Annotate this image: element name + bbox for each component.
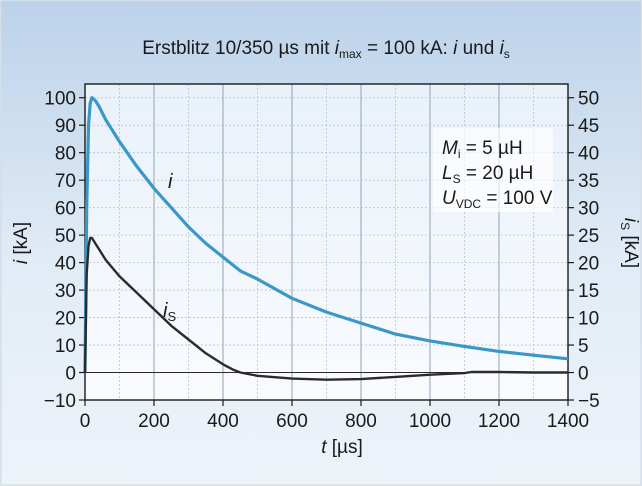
title-prefix: Erstblitz 10/350 µs mit bbox=[142, 38, 335, 59]
title-is-subscript: s bbox=[504, 47, 510, 61]
y-left-tick-label: 30 bbox=[55, 281, 76, 302]
y-right-tick-label: 25 bbox=[578, 226, 599, 247]
y-left-tick-label: −10 bbox=[44, 391, 76, 412]
x-tick-label: 800 bbox=[345, 411, 377, 432]
y-right-tick-label: 50 bbox=[578, 89, 599, 110]
y-left-tick-label: 0 bbox=[65, 364, 76, 385]
x-axis-unit: [µs] bbox=[326, 437, 362, 458]
title-i-symbol: i bbox=[335, 38, 340, 59]
y-left-tick-label: 10 bbox=[55, 336, 76, 357]
x-tick-label: 1000 bbox=[409, 411, 451, 432]
y-left-tick-label: 80 bbox=[55, 144, 76, 165]
y-right-tick-label: 45 bbox=[578, 116, 599, 137]
y-left-tick-label: 90 bbox=[55, 116, 76, 137]
series-is-symbol: i bbox=[163, 300, 168, 322]
y-right-tick-label: 10 bbox=[578, 309, 599, 330]
y-left-symbol: i bbox=[11, 259, 32, 264]
y-right-axis-label: iS [kA] bbox=[618, 218, 641, 268]
param-mi: Mi = 5 µH bbox=[442, 138, 523, 161]
x-tick-label: 400 bbox=[207, 411, 239, 432]
y-right-tick-label: 0 bbox=[578, 364, 589, 385]
y-right-unit: [kA] bbox=[620, 230, 641, 268]
param-ls-symbol: L bbox=[442, 163, 453, 184]
y-left-tick-label: 60 bbox=[55, 199, 76, 220]
x-tick-labels: 0 200 400 600 800 1000 1200 1400 bbox=[80, 400, 589, 432]
param-uvdc-subscript: VDC bbox=[456, 197, 482, 211]
title-i2: i bbox=[453, 38, 458, 59]
y-right-tick-label: 30 bbox=[578, 199, 599, 220]
series-is-line bbox=[83, 236, 568, 381]
param-mi-subscript: i bbox=[458, 147, 461, 161]
param-ls-value: = 20 µH bbox=[461, 163, 534, 184]
chart-title: Erstblitz 10/350 µs mit imax = 100 kA: i… bbox=[142, 38, 510, 61]
y-right-tick-label: 5 bbox=[578, 336, 589, 357]
param-ls: LS = 20 µH bbox=[442, 163, 533, 186]
title-mid: = 100 kA: bbox=[362, 38, 453, 59]
x-tick-label: 1200 bbox=[478, 411, 520, 432]
y-left-tick-label: 40 bbox=[55, 254, 76, 275]
param-uvdc-symbol: U bbox=[442, 188, 456, 209]
x-tick-label: 600 bbox=[276, 411, 308, 432]
series-is-subscript: S bbox=[167, 309, 176, 324]
y-right-subscript: S bbox=[618, 222, 632, 230]
x-tick-label: 200 bbox=[138, 411, 170, 432]
parameter-box: Mi = 5 µH LS = 20 µH UVDC = 100 V bbox=[433, 128, 553, 212]
y-right-tick-label: 20 bbox=[578, 254, 599, 275]
x-axis-symbol: t bbox=[321, 437, 327, 458]
y-right-tick-label: 15 bbox=[578, 281, 599, 302]
y-left-tick-label: 100 bbox=[44, 89, 76, 110]
series-is-label: iS bbox=[163, 300, 176, 324]
param-mi-value: = 5 µH bbox=[461, 138, 523, 159]
x-tick-label: 0 bbox=[80, 411, 91, 432]
y-right-tick-label: −5 bbox=[578, 391, 600, 412]
param-mi-symbol: M bbox=[442, 138, 458, 159]
title-is-symbol: i bbox=[500, 38, 505, 59]
y-right-tick-label: 35 bbox=[578, 171, 599, 192]
series-i-label: i bbox=[168, 171, 173, 193]
y-right-symbol: i bbox=[620, 218, 641, 223]
param-uvdc: UVDC = 100 V bbox=[442, 188, 553, 211]
y-left-tick-label: 20 bbox=[55, 309, 76, 330]
grid bbox=[84, 84, 569, 401]
x-axis-label: t [µs] bbox=[321, 437, 363, 458]
series-i-line bbox=[83, 96, 569, 373]
param-uvdc-value: = 100 V bbox=[481, 188, 553, 209]
param-ls-subscript: S bbox=[453, 172, 461, 186]
y-left-axis-label: i [kA] bbox=[11, 222, 32, 264]
y-left-unit: [kA] bbox=[11, 222, 32, 260]
x-tick-label: 1400 bbox=[547, 411, 589, 432]
y-right-tick-label: 40 bbox=[578, 144, 599, 165]
parameter-box-bg bbox=[433, 128, 553, 212]
title-i-subscript: max bbox=[339, 47, 362, 61]
y-left-tick-label: 50 bbox=[55, 226, 76, 247]
title-und: und bbox=[457, 38, 499, 59]
y-left-tick-label: 70 bbox=[55, 171, 76, 192]
